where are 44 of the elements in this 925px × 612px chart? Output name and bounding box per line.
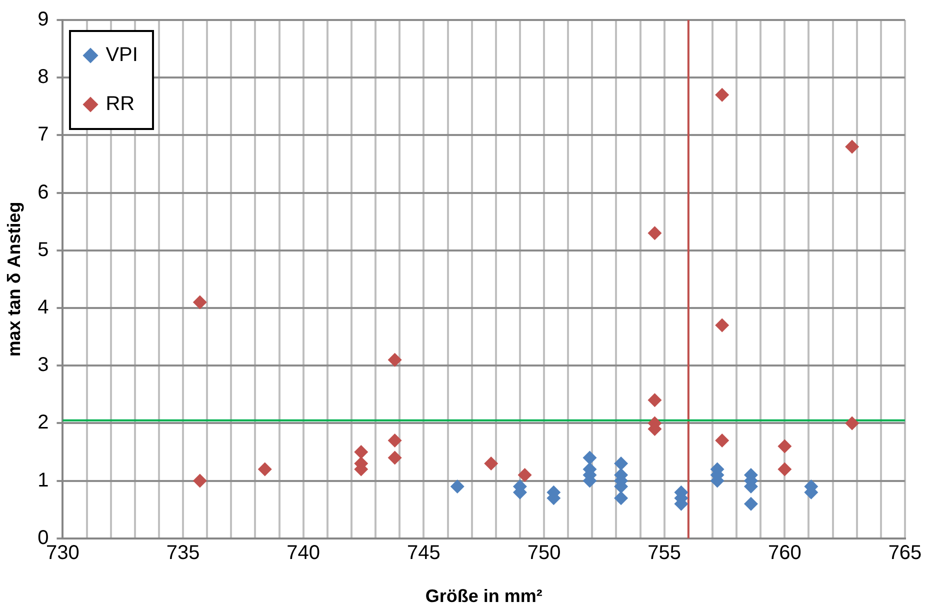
- x-tick-label: 735: [166, 542, 200, 564]
- x-tick-label: 760: [768, 542, 802, 564]
- y-tick-label: 3: [38, 354, 49, 376]
- point: [518, 468, 532, 482]
- x-tick-label: 745: [407, 542, 440, 564]
- point: [582, 450, 597, 465]
- point: [715, 88, 730, 102]
- point: [484, 456, 498, 471]
- point: [744, 496, 758, 511]
- legend-label: VPI: [106, 44, 138, 67]
- x-tick-label: 730: [46, 542, 80, 564]
- point: [648, 393, 662, 408]
- y-tick-label: 1: [38, 469, 49, 492]
- legend-label: RR: [106, 93, 135, 116]
- point: [450, 480, 464, 494]
- y-tick-label: 5: [38, 238, 49, 261]
- y-tick-label: 8: [38, 66, 49, 88]
- point: [778, 462, 792, 476]
- point: [715, 318, 730, 332]
- x-tick-label: 750: [527, 542, 561, 564]
- point: [614, 456, 628, 471]
- point: [388, 450, 402, 465]
- point: [845, 416, 860, 430]
- point: [845, 140, 860, 154]
- x-tick-label: 755: [648, 542, 682, 564]
- point: [778, 439, 792, 454]
- y-axis-title: max tan δ Anstieg: [4, 202, 24, 357]
- y-tick-label: 2: [38, 412, 49, 434]
- y-tick-label: 9: [38, 8, 49, 31]
- point: [648, 226, 662, 240]
- point: [258, 462, 272, 476]
- y-tick-label: 7: [38, 124, 49, 146]
- point: [354, 445, 368, 459]
- point: [614, 491, 628, 506]
- point: [192, 474, 207, 488]
- x-tick-label: 765: [888, 542, 922, 564]
- y-tick-label: 6: [38, 181, 49, 204]
- x-tick-label: 740: [286, 542, 320, 564]
- point: [192, 295, 207, 310]
- point: [715, 433, 730, 448]
- x-axis-title: Größe in mm²: [425, 586, 542, 606]
- y-tick-label: 4: [38, 296, 49, 319]
- point: [388, 352, 402, 367]
- point: [388, 433, 402, 448]
